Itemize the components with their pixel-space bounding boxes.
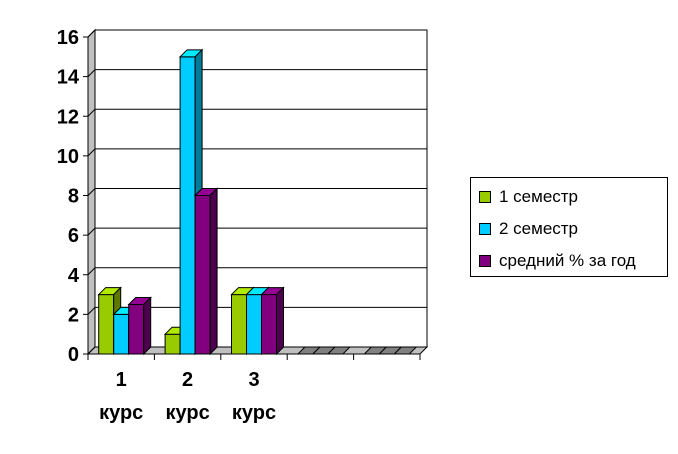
- y-axis-ticks: 0 2 4 6 8 10 12 14 16: [57, 27, 80, 366]
- legend-swatch-series-2: [479, 223, 491, 235]
- gridline: [87, 267, 427, 276]
- bar: [260, 286, 285, 356]
- bars: [97, 48, 418, 356]
- bar: [393, 346, 418, 355]
- legend-swatch-series-3: [479, 255, 491, 267]
- x-category-label: 1: [116, 369, 127, 391]
- y-tick-label: 8: [68, 186, 79, 208]
- bar-side: [209, 187, 218, 356]
- gridline: [87, 188, 427, 196]
- bar-front: [98, 294, 115, 355]
- legend-label-series-2: 2 семестр: [499, 219, 579, 238]
- bar-flat: [393, 346, 418, 355]
- x-category-label: курс: [165, 402, 209, 424]
- legend-swatch-series-1: [479, 191, 491, 203]
- bar-front: [113, 313, 130, 355]
- y-tick-label: 16: [57, 27, 79, 49]
- gridline: [87, 29, 427, 38]
- gridline: [87, 148, 427, 157]
- bar-front: [164, 333, 181, 355]
- y-tick-label: 10: [57, 146, 79, 168]
- y-tick-label: 0: [68, 344, 79, 366]
- gridline: [87, 306, 427, 315]
- bar-front: [261, 294, 277, 355]
- bar-side: [276, 286, 284, 356]
- bar-front: [194, 195, 211, 355]
- y-tick-label: 4: [68, 265, 80, 287]
- x-category-label: курс: [99, 402, 143, 424]
- bar-side: [143, 296, 152, 356]
- legend-item-series-3: средний % за год: [479, 250, 636, 272]
- x-category-label: 3: [248, 369, 259, 391]
- legend-label-series-1: 1 семестр: [499, 187, 579, 206]
- legend-label-series-3: средний % за год: [499, 251, 636, 270]
- bar: [326, 346, 352, 355]
- bar-front: [128, 303, 145, 355]
- bar-flat: [326, 346, 352, 355]
- legend: 1 семестр 2 семестр средний % за год: [470, 177, 668, 277]
- y-tick-label: 6: [68, 225, 79, 247]
- gridline: [87, 69, 427, 77]
- gridline: [87, 108, 427, 117]
- bar-front: [246, 294, 262, 355]
- x-category-label: 2: [182, 369, 193, 391]
- bar: [127, 296, 152, 356]
- bar-front: [179, 56, 196, 355]
- y-tick-label: 2: [68, 304, 79, 326]
- legend-item-series-1: 1 семестр: [479, 186, 578, 208]
- gridlines: [87, 29, 427, 355]
- legend-item-series-2: 2 семестр: [479, 218, 578, 240]
- y-tick-label: 12: [57, 106, 79, 128]
- bar: [193, 187, 219, 356]
- x-axis-labels: 1 курс 2 курс 3 курс: [99, 369, 276, 424]
- bar-front: [231, 294, 247, 355]
- x-category-label: курс: [232, 402, 276, 424]
- gridline: [87, 227, 427, 236]
- y-tick-label: 14: [57, 67, 80, 89]
